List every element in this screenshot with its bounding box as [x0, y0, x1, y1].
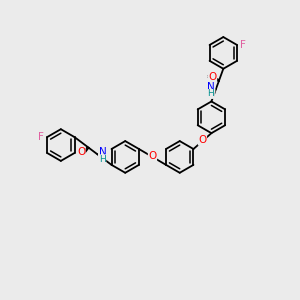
- Text: O: O: [198, 135, 207, 145]
- Text: O: O: [208, 73, 217, 82]
- Text: F: F: [38, 132, 44, 142]
- Text: N: N: [98, 147, 106, 157]
- Text: F: F: [240, 40, 246, 50]
- Text: O: O: [77, 147, 85, 158]
- Text: H: H: [208, 89, 214, 98]
- Text: H: H: [99, 155, 106, 164]
- Text: N: N: [207, 82, 215, 92]
- Text: O: O: [148, 151, 157, 161]
